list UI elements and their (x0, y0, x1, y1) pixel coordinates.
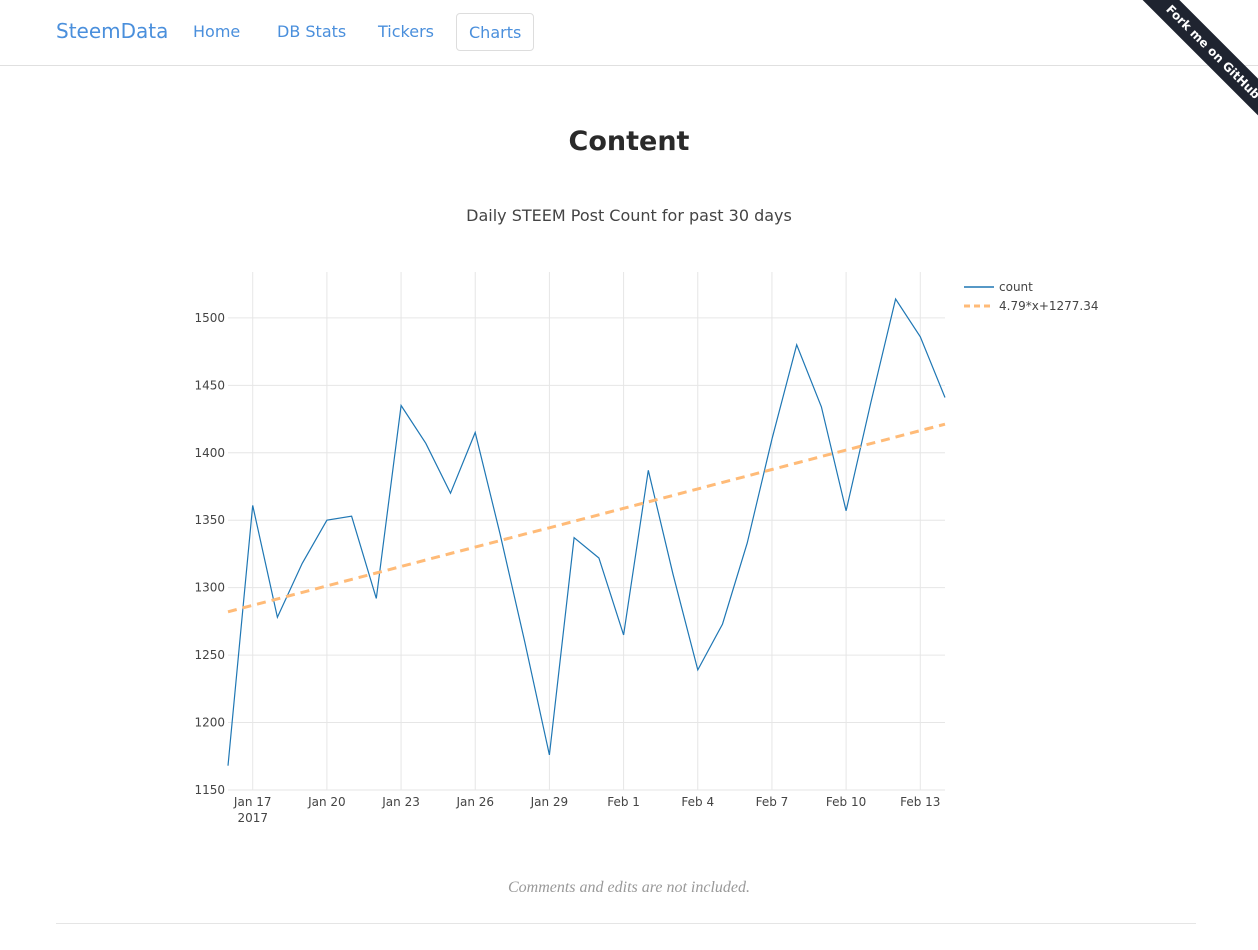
trend-line (227, 422, 946, 614)
x-tick-label: Feb 7 (756, 795, 789, 809)
legend-label: 4.79*x+1277.34 (999, 299, 1099, 313)
footnote: Comments and edits are not included. (507, 879, 751, 896)
y-tick-label: 1150 (194, 783, 225, 797)
x-tick-label: Feb 10 (826, 795, 866, 809)
y-tick-label: 1350 (194, 513, 225, 527)
navbar: SteemData Home DB Stats Tickers Charts (0, 0, 1258, 66)
x-tick-label: Jan 29 (530, 795, 569, 809)
x-tick-label: Feb 13 (900, 795, 940, 809)
y-tick-label: 1400 (194, 446, 225, 460)
footer-divider (56, 923, 1196, 924)
legend-label: count (999, 280, 1033, 294)
y-tick-label: 1250 (194, 648, 225, 662)
x-tick-label: Feb 4 (681, 795, 714, 809)
y-tick-label: 1300 (194, 581, 225, 595)
nav-link-db-stats[interactable]: DB Stats (277, 22, 347, 41)
count-line (227, 297, 946, 766)
y-tick-label: 1500 (194, 311, 225, 325)
x-tick-label: Jan 17 (233, 795, 272, 809)
nav-link-home[interactable]: Home (193, 22, 241, 41)
x-tick-label: Jan 26 (455, 795, 494, 809)
x-tick-sublabel: 2017 (237, 811, 268, 825)
x-tick-label: Jan 23 (381, 795, 420, 809)
x-tick-label: Jan 20 (307, 795, 346, 809)
y-tick-label: 1450 (194, 378, 225, 392)
y-tick-label: 1200 (194, 716, 225, 730)
page-title: Content (568, 126, 690, 157)
chart-title: Daily STEEM Post Count for past 30 days (466, 206, 792, 225)
nav-link-tickers[interactable]: Tickers (378, 22, 434, 41)
brand-link[interactable]: SteemData (56, 19, 169, 43)
nav-link-charts[interactable]: Charts (456, 13, 535, 51)
x-tick-label: Feb 1 (607, 795, 640, 809)
